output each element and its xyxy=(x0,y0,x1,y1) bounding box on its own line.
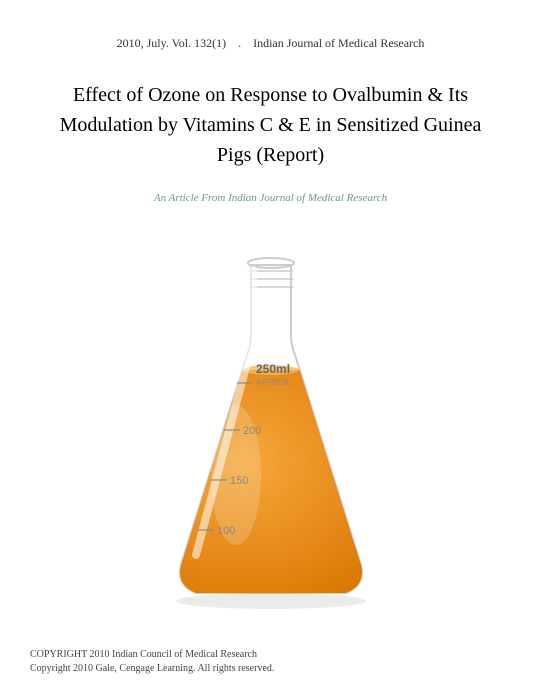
grad-100: 100 xyxy=(217,525,235,537)
journal-name: Indian Journal of Medical Research xyxy=(253,36,424,50)
copyright-line-1: COPYRIGHT 2010 Indian Council of Medical… xyxy=(30,648,511,662)
issue-info: 2010, July. Vol. 132(1) xyxy=(117,36,226,50)
separator: . xyxy=(238,36,241,50)
header-line: 2010, July. Vol. 132(1) . Indian Journal… xyxy=(0,36,541,51)
copyright-line-2: Copyright 2010 Gale, Cengage Learning. A… xyxy=(30,662,511,676)
grad-150: 150 xyxy=(230,475,248,487)
article-subtitle: An Article From Indian Journal of Medica… xyxy=(0,192,541,204)
article-title: Effect of Ozone on Response to Ovalbumin… xyxy=(40,80,501,170)
cap-label: 250ml xyxy=(256,362,290,376)
grad-200: 200 xyxy=(243,425,261,437)
copyright-block: COPYRIGHT 2010 Indian Council of Medical… xyxy=(30,648,511,676)
approx-label: APPROX. xyxy=(256,378,292,387)
flask-illustration: 250ml APPROX. 200 150 100 xyxy=(141,235,401,615)
